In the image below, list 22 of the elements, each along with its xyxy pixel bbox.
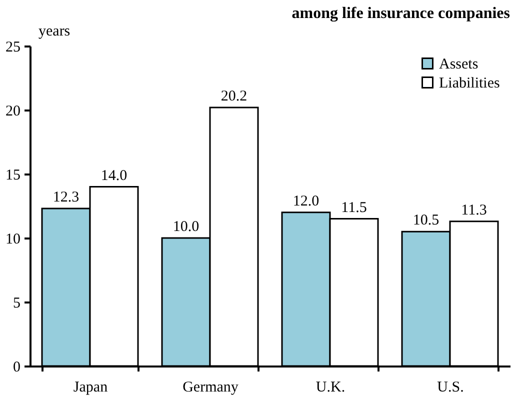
chart-title: among life insurance companies (292, 5, 510, 22)
x-tick-label: Germany (182, 380, 239, 396)
y-tick-label: 20 (6, 104, 20, 120)
data-label: 11.3 (461, 202, 487, 218)
y-tick-label: 0 (13, 360, 20, 376)
y-axis-title: years (38, 24, 70, 40)
y-tick-label: 10 (6, 232, 20, 248)
y-tick-label: 15 (6, 168, 20, 184)
data-label: 12.0 (292, 193, 320, 210)
legend-label: Liabilities (439, 76, 500, 92)
data-label: 12.3 (52, 190, 80, 206)
y-tick-label: 5 (13, 296, 20, 312)
data-label: 14.0 (100, 168, 128, 184)
data-label: 10.0 (172, 219, 200, 235)
x-tick-label: U.K. (316, 380, 346, 396)
x-tick-label: U.S. (437, 380, 464, 396)
x-tick-label: Japan (73, 380, 108, 396)
y-tick-label: 25 (6, 40, 20, 56)
data-label: 20.2 (220, 88, 248, 104)
data-label: 10.5 (412, 212, 440, 229)
legend-label: Assets (439, 56, 478, 72)
data-label: 11.5 (341, 200, 367, 216)
